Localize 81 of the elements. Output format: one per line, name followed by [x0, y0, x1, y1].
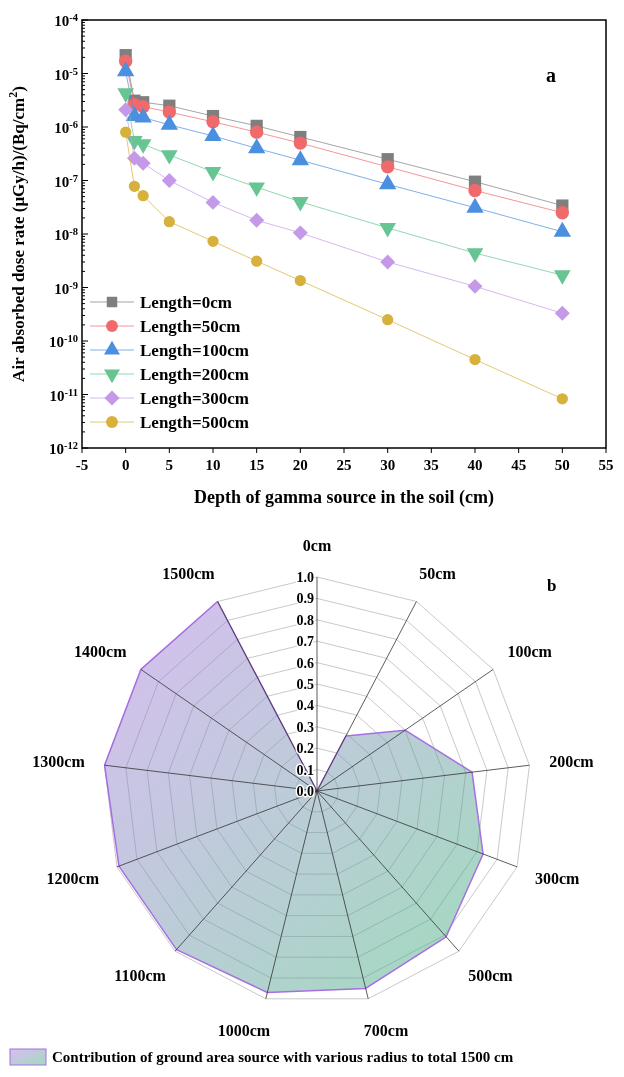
spoke-label: 100cm	[507, 643, 553, 661]
point	[128, 180, 141, 192]
point	[556, 393, 568, 405]
x-tick-label: 45	[511, 457, 527, 473]
spoke-label: 700cm	[363, 1021, 409, 1039]
y-tick-label: 0.3	[296, 719, 314, 735]
point	[161, 173, 177, 188]
y-tick-label: 0.6	[296, 655, 314, 671]
point	[137, 190, 149, 202]
x-tick-label: -5	[75, 457, 89, 473]
point	[380, 254, 396, 270]
spoke-label: 1100cm	[114, 967, 167, 985]
annotation: a	[546, 64, 556, 86]
point	[555, 206, 570, 220]
point	[292, 225, 308, 241]
x-tick-label: 20	[292, 457, 308, 473]
y-tick-label: 10$^{-11}$	[49, 386, 78, 404]
spoke-label: 1400cm	[74, 643, 128, 661]
legend-label: Length=100cm	[140, 341, 249, 360]
point	[135, 155, 151, 171]
point	[294, 274, 306, 287]
point	[380, 160, 395, 174]
x-tick-label: 40	[467, 457, 483, 473]
spoke-label: 50cm	[419, 565, 457, 583]
y-tick-label: 10$^{-10}$	[49, 332, 78, 350]
x-tick-label: 55	[598, 457, 614, 473]
x-axis-title: Depth of gamma source in the soil (cm)	[193, 487, 495, 508]
point	[205, 194, 221, 210]
spoke-label: 1000cm	[217, 1021, 271, 1039]
y-tick-label: 10$^{-7}$	[54, 172, 78, 190]
point	[206, 115, 220, 129]
y-tick-label: 10$^{-12}$	[49, 439, 78, 457]
point	[162, 105, 177, 119]
point	[554, 305, 570, 321]
point	[163, 216, 175, 228]
spoke-label: 300cm	[535, 870, 581, 888]
x-tick-label: 15	[249, 457, 265, 473]
point	[207, 235, 219, 247]
point	[469, 353, 481, 366]
x-tick-label: 10	[205, 457, 221, 473]
legend-label: Length=300cm	[140, 389, 249, 408]
spoke-label: 200cm	[549, 753, 595, 771]
spoke-label: 500cm	[468, 967, 514, 985]
legend-label: Length=0cm	[140, 293, 232, 312]
legend-label: Length=500cm	[140, 413, 249, 432]
point	[467, 278, 483, 294]
y-tick-label: 10$^{-6}$	[54, 118, 78, 136]
spoke-label: 0cm	[302, 537, 332, 554]
spoke-label: 1300cm	[32, 753, 86, 771]
point	[249, 212, 265, 228]
y-tick-label: 1.0	[296, 570, 314, 585]
legend-label: Contribution of ground area source with various radius to total 1500 cm	[52, 1049, 514, 1065]
y-tick-label: 0.9	[296, 591, 314, 607]
y-tick-label: 0.4	[296, 698, 314, 714]
point	[251, 255, 263, 267]
point	[249, 125, 264, 139]
text: b	[547, 576, 557, 595]
y-tick-label: 0.8	[296, 612, 314, 628]
y-tick-label: 0.5	[296, 677, 314, 692]
point	[120, 126, 132, 138]
point	[468, 183, 482, 198]
y-tick-label: 0.2	[296, 741, 314, 757]
y-tick-label: 0.7	[296, 634, 314, 650]
point	[293, 136, 308, 150]
x-tick-label: 25	[336, 457, 352, 473]
x-tick-label: 30	[380, 457, 396, 473]
spoke-label: 1500cm	[162, 565, 216, 583]
x-tick-label: 35	[423, 457, 439, 473]
point	[118, 102, 134, 118]
y-tick-label: 10$^{-9}$	[54, 279, 78, 297]
legend-label: Length=50cm	[140, 317, 241, 336]
spoke-label: 1200cm	[46, 870, 100, 888]
x-tick-label: 5	[165, 457, 174, 473]
y-tick-label: 0.0	[296, 784, 314, 799]
point	[382, 314, 394, 326]
y-tick-label: 10$^{-8}$	[54, 225, 78, 243]
x-tick-label: 0	[121, 457, 130, 473]
y-tick-label: 10$^{-4}$	[54, 11, 79, 29]
x-tick-label: 50	[554, 457, 570, 473]
legend-label: Length=200cm	[140, 365, 249, 384]
y-tick-label: 10$^{-5}$	[54, 65, 78, 83]
